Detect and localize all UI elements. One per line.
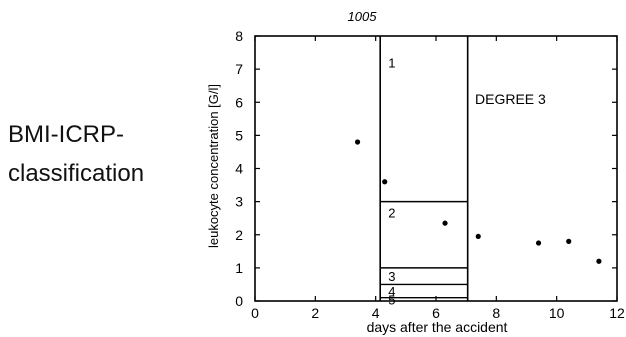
region-label: 2 <box>388 206 395 221</box>
data-point <box>566 238 572 244</box>
y-axis-label: leukocyte concentration [G/l] <box>206 84 221 248</box>
y-tick-label: 6 <box>235 94 243 110</box>
y-tick-label: 1 <box>235 260 243 276</box>
data-point <box>354 139 361 145</box>
y-tick-label: 7 <box>235 61 243 77</box>
x-tick-label: 6 <box>432 305 440 321</box>
region-label: 1 <box>388 56 395 71</box>
data-points <box>354 139 602 264</box>
classification-label-line-2: classification <box>8 160 145 187</box>
x-tick-label: 8 <box>492 305 500 321</box>
x-axis-label: days after the accident <box>367 319 508 335</box>
data-point <box>475 233 481 240</box>
y-tick-label: 2 <box>235 227 243 243</box>
data-point <box>382 179 388 185</box>
degree-annotation: DEGREE 3 <box>475 91 546 107</box>
x-tick-label: 0 <box>251 305 259 321</box>
y-tick-label: 3 <box>235 194 243 210</box>
data-point <box>535 240 542 246</box>
classification-label-line-1: BMI-ICRP- <box>8 121 124 148</box>
x-tick-label: 10 <box>549 305 565 321</box>
y-tick-label: 8 <box>235 28 243 44</box>
y-tick-label: 5 <box>235 127 243 143</box>
region-label: 5 <box>388 292 395 307</box>
y-tick-label: 4 <box>235 161 243 177</box>
region-label: 4 <box>388 284 395 299</box>
x-tick-label: 2 <box>311 305 319 321</box>
plot-frame <box>254 35 618 302</box>
region-label: 3 <box>388 269 395 284</box>
x-tick-label: 4 <box>372 305 380 321</box>
data-point <box>442 220 448 226</box>
chart-title: 1005 <box>348 9 378 24</box>
data-point <box>596 258 602 264</box>
y-tick-label: 0 <box>235 293 243 309</box>
classification-box: 1 2 345 <box>379 36 469 307</box>
x-tick-label: 12 <box>609 305 625 321</box>
